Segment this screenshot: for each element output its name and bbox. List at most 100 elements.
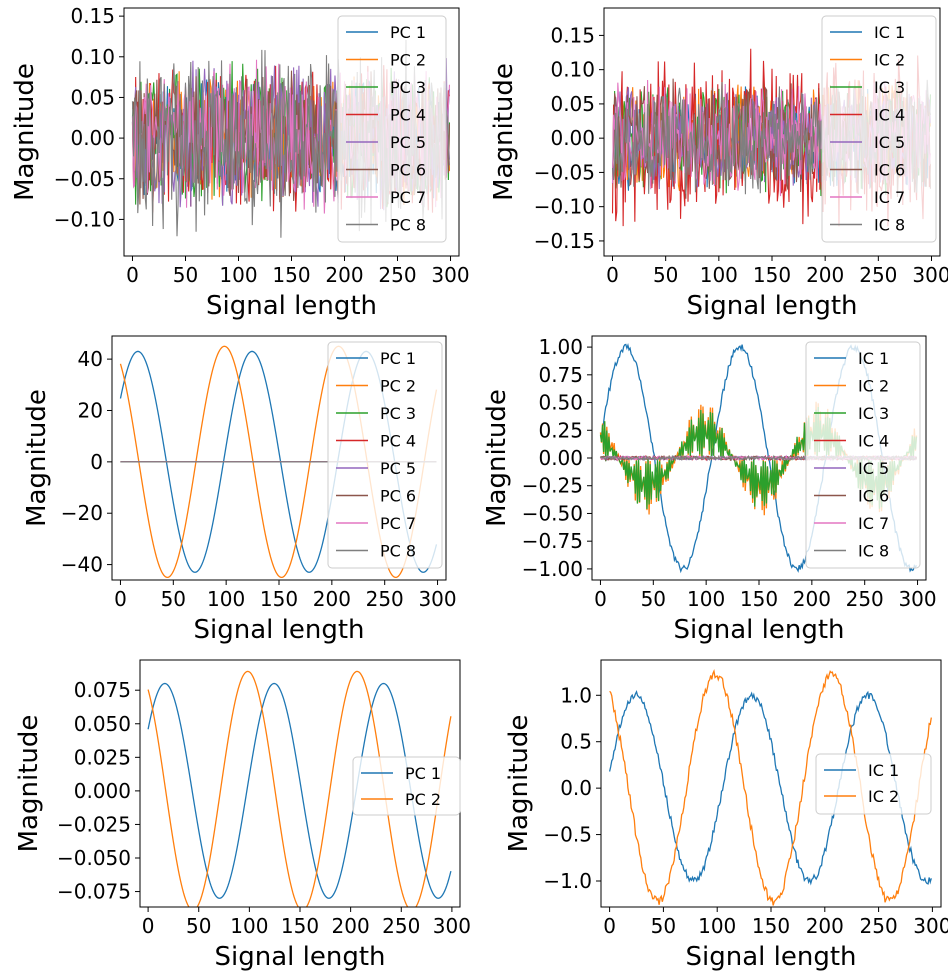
plot-area (147, 670, 452, 907)
legend-entry: PC 1 (405, 764, 441, 783)
x-tick-label: 50 (173, 263, 198, 287)
y-tick-label: −0.10 (534, 195, 595, 219)
legend-entry: PC 1 (390, 23, 426, 42)
legend-entry: IC 8 (858, 542, 889, 561)
legend-entry: IC 4 (874, 106, 905, 125)
y-tick-label: 40 (78, 347, 103, 371)
plot-area (131, 40, 451, 238)
x-tick-label: 100 (207, 587, 245, 611)
y-tick-label: 0.00 (70, 126, 115, 150)
x-tick-label: 100 (687, 587, 725, 611)
x-axis-label: Signal length (685, 942, 856, 972)
legend: IC 1 IC 2 IC 3 IC 4 IC 5 IC 6 IC 7 IC 8 (805, 341, 921, 569)
x-axis-label: Signal length (686, 291, 857, 321)
legend-entry: PC 7 (390, 188, 426, 207)
y-tick-label: 1.00 (538, 335, 583, 359)
x-tick-label: 50 (651, 914, 676, 938)
legend-entry: IC 3 (858, 404, 889, 423)
legend-box (352, 756, 461, 816)
chart-pca-noisy: 0 50 100 150 200 250 300 −0.10 −0.05 0.00 0.05 0.10… (10, 4, 470, 321)
y-tick-label: −0.25 (522, 474, 583, 498)
x-tick-label: 100 (698, 914, 736, 938)
y-tick-label: 0.025 (74, 745, 131, 769)
legend-entry: PC 5 (390, 133, 426, 152)
legend-entry: PC 8 (380, 542, 416, 561)
x-tick-label: 0 (142, 914, 155, 938)
y-tick-label: −0.15 (534, 229, 595, 253)
x-tick-label: 200 (325, 263, 363, 287)
y-tick-label: −0.05 (534, 160, 595, 184)
y-tick-label: −1.0 (543, 869, 592, 893)
y-tick-label: −0.5 (543, 823, 592, 847)
series-line-ic-1 (608, 690, 932, 886)
y-tick-label: −20 (61, 501, 103, 525)
x-tick-label: 300 (912, 263, 948, 287)
x-tick-label: 100 (700, 263, 738, 287)
y-tick-label: −40 (61, 553, 103, 577)
x-tick-label: 50 (186, 914, 211, 938)
x-tick-label: 0 (114, 587, 127, 611)
legend-entry: IC 7 (858, 514, 889, 533)
legend-box (821, 15, 937, 243)
legend: PC 1 PC 2 (352, 756, 461, 816)
y-tick-label: 0.25 (538, 418, 583, 442)
chart-ica-clean: 0 50 100 150 200 250 300 −1.00 −0.75 −0.50 −0.25 0.… (482, 335, 937, 645)
legend-entry: PC 2 (405, 790, 441, 809)
x-tick-label: 150 (740, 587, 778, 611)
x-tick-label: 150 (272, 263, 310, 287)
legend-entry: IC 6 (874, 161, 905, 180)
y-axis-label: Magnitude (14, 715, 44, 853)
x-tick-label: 250 (366, 587, 404, 611)
legend-entry: IC 3 (874, 78, 905, 97)
y-axis-label: Magnitude (482, 389, 512, 527)
legend-entry: IC 2 (868, 787, 899, 806)
x-tick-label: 0 (126, 263, 139, 287)
legend: IC 1 IC 2 (815, 753, 932, 815)
y-tick-label: 0.10 (550, 58, 595, 82)
legend-entry: IC 2 (874, 51, 905, 70)
legend-entry: IC 1 (868, 761, 899, 780)
x-tick-label: 250 (859, 263, 897, 287)
y-tick-label: 0.075 (74, 678, 131, 702)
x-tick-label: 100 (230, 914, 268, 938)
legend-entry: IC 1 (858, 349, 889, 368)
legend-box (815, 753, 932, 815)
x-tick-label: 150 (753, 263, 791, 287)
legend-box (327, 341, 443, 569)
y-tick-label: 0.05 (70, 85, 115, 109)
legend-entry: PC 6 (390, 161, 426, 180)
legend-entry: PC 6 (380, 487, 416, 506)
legend-entry: PC 3 (380, 404, 416, 423)
y-tick-label: 0.50 (538, 391, 583, 415)
y-axis-label: Magnitude (504, 715, 534, 853)
legend: IC 1 IC 2 IC 3 IC 4 IC 5 IC 6 IC 7 IC 8 (821, 15, 937, 243)
legend-entry: IC 6 (858, 487, 889, 506)
x-tick-label: 250 (382, 914, 420, 938)
series-line-pc-2 (147, 670, 452, 907)
x-tick-label: 200 (793, 587, 831, 611)
x-tick-label: 50 (161, 587, 186, 611)
y-axis-label: Magnitude (22, 389, 52, 527)
x-tick-label: 200 (313, 587, 351, 611)
y-tick-label: 0.15 (550, 23, 595, 47)
y-axis-label: Magnitude (10, 63, 40, 201)
chart-ica-two: 0 50 100 150 200 250 300 −1.0 −0.5 0.0 0.5 1.0 Signa… (504, 659, 948, 972)
y-tick-label: 0.05 (550, 92, 595, 116)
x-tick-label: 50 (641, 587, 666, 611)
chart-pca-clean: 0 50 100 150 200 250 300 −40 −20 0 20 40 Signal leng… (22, 335, 457, 645)
y-tick-label: −0.075 (57, 880, 131, 904)
x-tick-label: 150 (281, 914, 319, 938)
y-tick-label: −0.50 (522, 501, 583, 525)
legend-entry: PC 2 (390, 51, 426, 70)
legend-entry: IC 2 (858, 377, 889, 396)
y-axis-label: Magnitude (489, 63, 519, 201)
legend-entry: IC 5 (858, 459, 889, 478)
x-tick-label: 300 (418, 587, 456, 611)
y-tick-label: −0.05 (54, 167, 115, 191)
legend: PC 1 PC 2 PC 3 PC 4 PC 5 PC 6 PC 7 PC 8 (337, 15, 447, 243)
x-tick-label: 300 (431, 263, 469, 287)
legend-entry: PC 1 (380, 349, 416, 368)
legend-entry: IC 8 (874, 216, 905, 235)
x-tick-label: 0 (594, 587, 607, 611)
